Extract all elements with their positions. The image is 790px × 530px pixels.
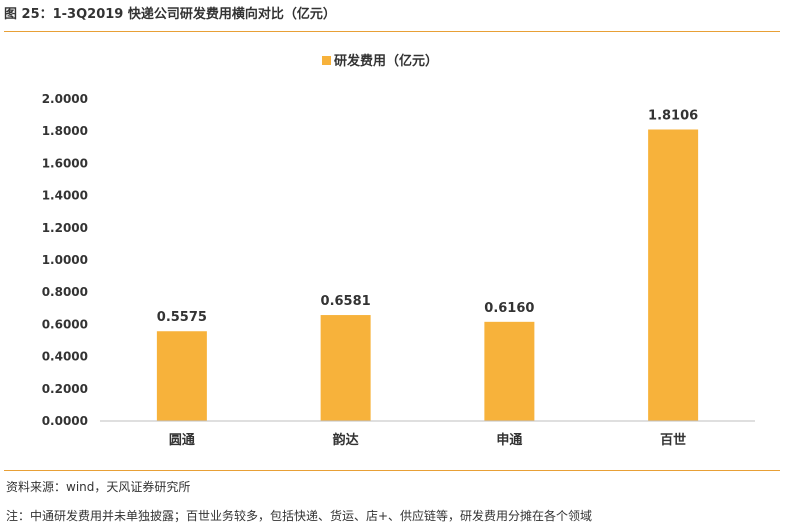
top-rule xyxy=(4,31,780,32)
y-tick-label: 1.2000 xyxy=(42,221,88,235)
y-tick-label: 1.6000 xyxy=(42,156,88,170)
y-axis: 0.0000 0.2000 0.4000 0.6000 0.8000 1.0000 1.20… xyxy=(42,92,88,428)
x-category-label: 申通 xyxy=(496,432,522,448)
legend-swatch xyxy=(322,56,331,65)
y-tick-label: 0.2000 xyxy=(42,382,88,396)
legend-label: 研发费用（亿元） xyxy=(334,53,438,69)
x-category-label: 韵达 xyxy=(333,432,359,448)
y-tick-label: 0.6000 xyxy=(42,317,88,331)
x-category-label: 百世 xyxy=(660,432,686,448)
footnote: 注：中通研发费用并未单独披露；百世业务较多，包括快递、货运、店+、供应链等，研发… xyxy=(6,509,593,523)
x-category-label: 圆通 xyxy=(169,432,195,448)
y-tick-label: 0.0000 xyxy=(42,414,88,428)
bar-value-label: 0.6581 xyxy=(321,294,371,309)
chart-legend: 研发费用（亿元） xyxy=(322,53,438,69)
y-tick-label: 2.0000 xyxy=(42,92,88,106)
bar xyxy=(320,315,371,421)
bottom-rule xyxy=(4,470,780,471)
y-tick-label: 1.0000 xyxy=(42,253,88,267)
bar-value-label: 0.5575 xyxy=(157,310,207,325)
bars: 0.5575 0.6581 0.6160 1.8106 xyxy=(157,108,698,421)
bar-value-label: 1.8106 xyxy=(648,108,698,123)
bar xyxy=(156,331,207,421)
y-tick-label: 0.8000 xyxy=(42,285,88,299)
figure-title: 图 25：1-3Q2019 快递公司研发费用横向对比（亿元） xyxy=(4,7,336,22)
bar xyxy=(484,321,535,421)
y-tick-label: 0.4000 xyxy=(42,350,88,364)
source-note: 资料来源：wind，天风证券研究所 xyxy=(6,480,191,494)
bar-value-label: 0.6160 xyxy=(484,301,534,316)
bar-chart: 研发费用（亿元） 0.0000 0.2000 0.4000 0.6000 0.8000 1… xyxy=(42,53,755,448)
y-tick-label: 1.4000 xyxy=(42,189,88,203)
x-axis: 圆通 韵达 申通 百世 xyxy=(100,420,755,448)
y-tick-label: 1.8000 xyxy=(42,124,88,138)
bar xyxy=(648,129,699,421)
